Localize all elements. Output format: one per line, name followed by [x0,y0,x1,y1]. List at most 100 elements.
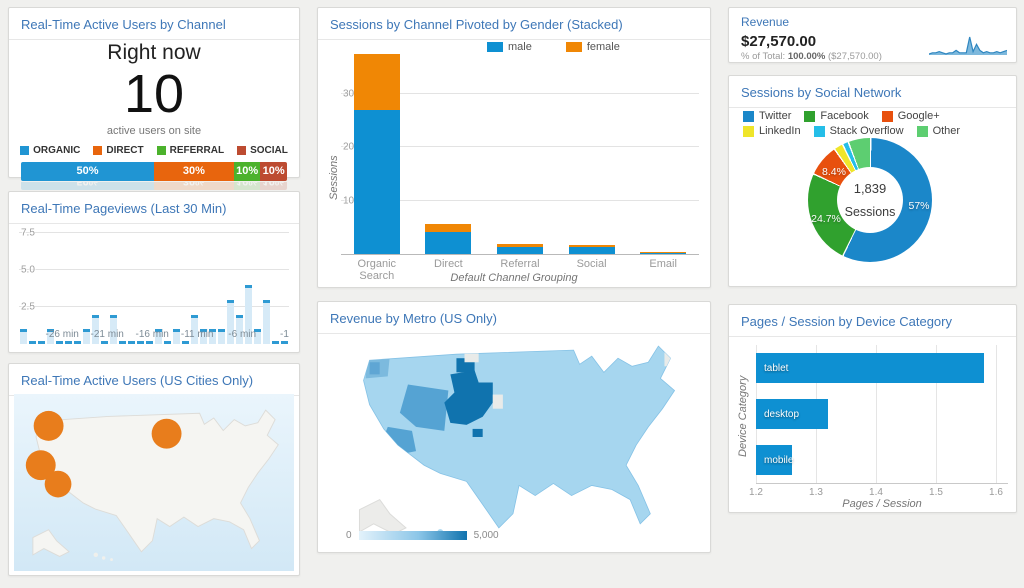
segment-female [640,252,687,253]
legend-label: male [508,41,532,53]
legend-swatch [916,125,928,137]
legend-swatch [813,125,825,137]
panel-title-link[interactable]: Real-Time Active Users by Channel [21,17,226,32]
pageview-bar [253,329,262,344]
x-axis-title: Default Channel Grouping [450,272,578,284]
minute-slot [64,226,73,344]
divider [318,39,710,40]
legend-item-social: SOCIAL [237,145,288,156]
pageview-bar [109,314,118,344]
active-users-count: 10 [123,64,185,124]
gridline-2.5 [19,306,289,308]
pageview-bar [136,341,145,344]
category-label: Organic Search [357,258,397,282]
pageview-bar [154,329,163,344]
minute-slot [73,226,82,344]
minute-slot [154,226,163,344]
legend-label: Facebook [820,110,869,122]
minute-slot [181,226,190,344]
choropleth-scale-legend: 0 5,000 [346,530,499,541]
active-user-bubbles [25,410,182,498]
panel-title-link[interactable]: Revenue by Metro (US Only) [330,311,497,326]
x-tick-label: -16 min [135,329,169,340]
minute-slot [163,226,172,344]
pageview-bar [208,329,217,344]
active-users-bubble [151,418,182,449]
donut-center-value: 1,839 [853,181,887,196]
legend-item-other: Other [916,125,961,137]
bar-segment-referral: 10% [233,162,261,181]
legend-swatch [93,146,103,155]
x-tick-label: 1.6 [989,487,1003,498]
active-users-caption: active users on site [106,125,202,137]
gridline-20000 [341,146,699,148]
channel-bar-reflection: 50%30%10%10% [21,182,287,190]
minute-slot [55,226,64,344]
legend-item-female: female [565,41,620,53]
legend-item-stack-overflow: Stack Overflow [813,125,904,137]
bar-segment-direct: 30% [154,182,234,190]
stacked-bar-direct [425,223,472,254]
panel-title-link[interactable]: Revenue [741,15,790,29]
legend-label: DIRECT [106,145,144,156]
scale-min-label: 0 [346,530,352,541]
percent-prefix: % of Total: [741,51,786,62]
gridline-5 [19,269,289,271]
pageview-bar [199,329,208,344]
x-tick-label: -21 min [90,329,124,340]
minute-slot [253,226,262,344]
pageview-bar [28,341,37,344]
panel-title-link[interactable]: Real-Time Pageviews (Last 30 Min) [21,201,227,216]
gridline-1.6 [996,345,997,483]
y-tick-label: 2.5 [21,301,35,313]
bar-segment-social: 10% [260,162,287,181]
legend-label: ORGANIC [33,145,81,156]
active-users-bubble [44,470,72,498]
right-now-label: Right now [107,41,201,64]
minute-slot [235,226,244,344]
panel-title-link[interactable]: Sessions by Social Network [741,85,902,100]
y-tick-label: 7.5 [21,227,35,239]
panel-revenue-scorecard: Revenue $27,570.00 % of Total: 100.00% (… [728,7,1017,63]
minute-slot [208,226,217,344]
panel-title-link[interactable]: Sessions by Channel Pivoted by Gender (S… [330,17,623,32]
legend-swatch [743,110,754,122]
minute-slot [37,226,46,344]
segment-male [568,246,615,254]
minute-slot [109,226,118,344]
minute-slot [145,226,154,344]
x-tick-label: 1.2 [749,487,763,498]
gridline-10000 [341,199,699,201]
region-nodata-2 [492,394,503,409]
legend-label: Other [932,125,961,137]
pageview-bar [217,329,226,344]
bar-segment-organic: 50% [21,182,154,190]
legend-swatch [881,110,893,122]
category-label: Social [576,258,607,270]
x-tick-label: -1 [280,329,289,340]
legend-swatch [156,146,166,155]
pageviews-chart: 2.5 5.0 7.5 -26 min -21 min -16 min -11 min -6 … [19,226,289,344]
alaska-shape [358,498,407,535]
region-socal-mid [383,426,417,456]
slot-organic-search [341,54,413,254]
revenue-value: $27,570.00 [741,33,817,50]
minute-slot [127,226,136,344]
pageview-bar [244,285,253,344]
panel-realtime-pageviews: Real-Time Pageviews (Last 30 Min) 2.5 5.0… [8,191,300,353]
pageview-bar [46,329,55,344]
panel-title-link[interactable]: Real-Time Active Users (US Cities Only) [21,373,254,388]
gridline-1.5 [936,345,937,483]
pageview-bar [127,341,136,344]
slice-percent-label: 8.4% [822,166,846,178]
segment-female [568,245,615,247]
minute-slot [199,226,208,344]
minute-slot [262,226,271,344]
bar-segment-organic: 50% [21,162,154,181]
minute-slot [19,226,28,344]
panel-title-link[interactable]: Pages / Session by Device Category [741,314,952,329]
pageview-bar [280,341,289,344]
bar-slots [341,54,699,254]
bar-segment-referral: 10% [233,182,261,190]
